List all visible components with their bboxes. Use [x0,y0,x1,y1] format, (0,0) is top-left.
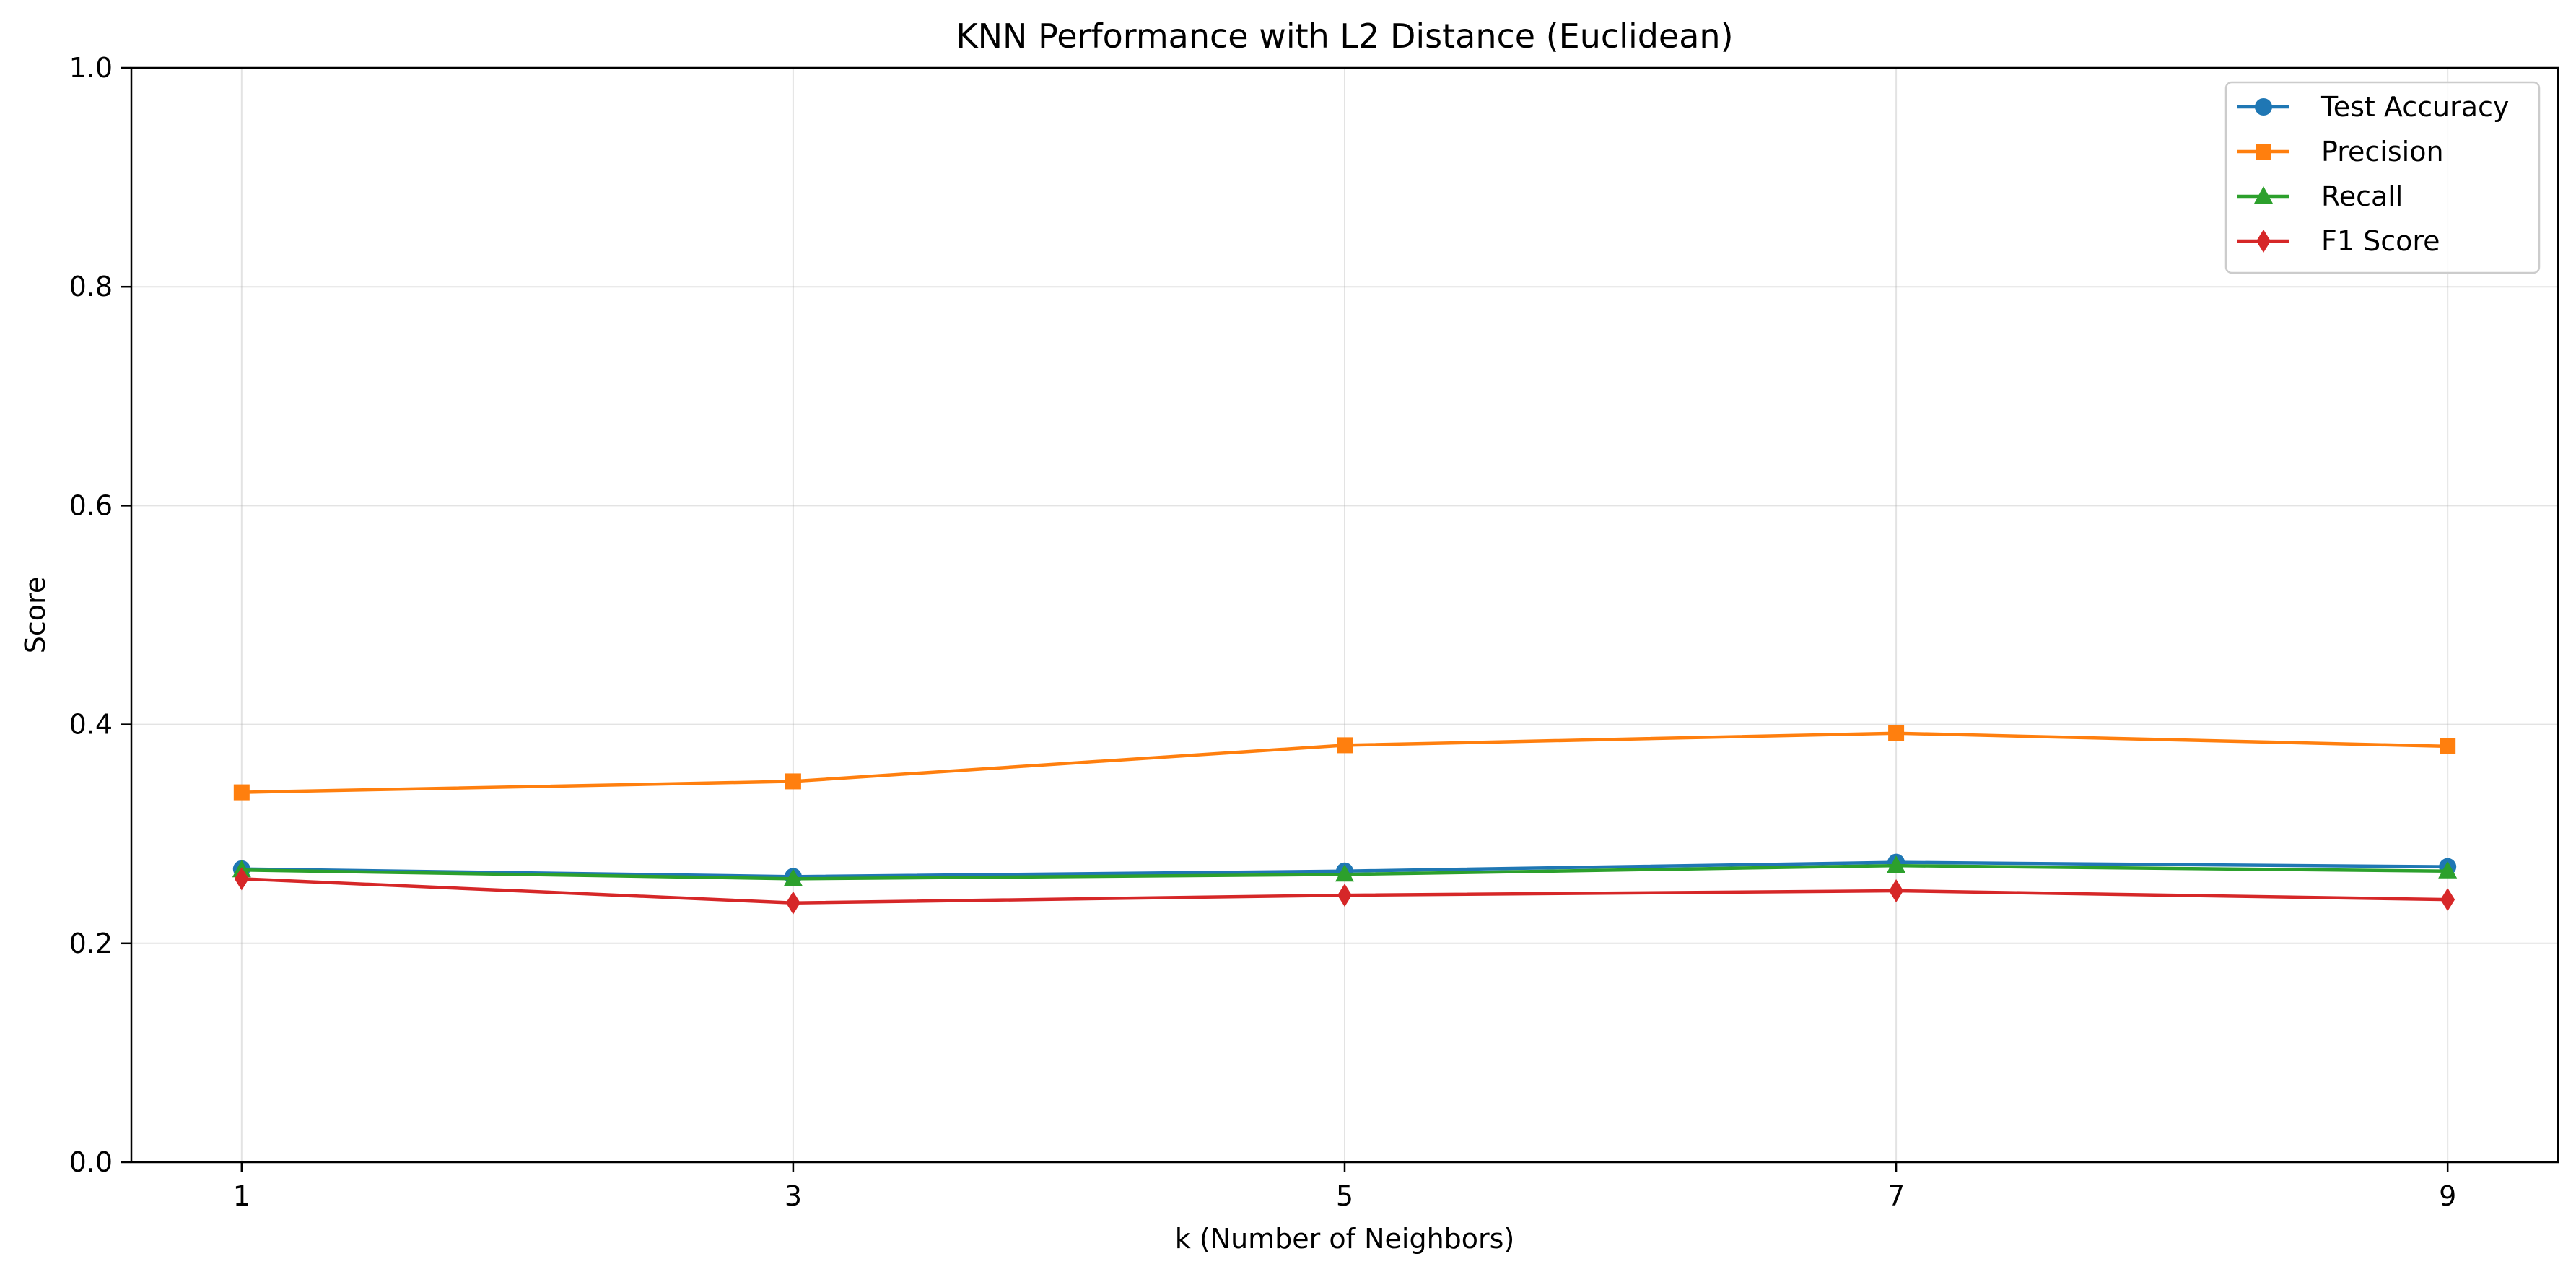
data-point-precision [233,784,250,801]
series-f1-score [234,867,2455,915]
x-tick-label: 5 [1336,1180,1353,1212]
x-tick-label: 1 [233,1180,250,1212]
x-axis-label: k (Number of Neighbors) [1175,1223,1515,1255]
y-tick-label: 0.4 [69,709,113,741]
data-point-precision [1337,737,1353,754]
legend-label-f1-score: F1 Score [2321,225,2440,257]
series-recall [232,855,2458,886]
y-axis-label: Score [19,577,51,653]
chart-title: KNN Performance with L2 Distance (Euclid… [956,17,1733,56]
data-point-recall [1335,864,1354,882]
legend: Test Accuracy Precision Recall F1 Score [2224,81,2541,274]
x-tick-label: 7 [1887,1180,1905,1212]
legend-label-recall: Recall [2321,180,2403,212]
x-tick-label: 3 [785,1180,802,1212]
legend-entry-precision: Precision [2237,136,2444,167]
y-tick-label: 0.2 [69,928,113,959]
legend-entry-f1-score: F1 Score [2237,225,2440,257]
data-point-f1-score [2440,888,2455,912]
legend-marker-test-accuracy [2255,98,2272,116]
legend-marker-f1-score [2256,230,2271,253]
data-point-precision [785,773,801,790]
data-point-f1-score [1337,884,1352,907]
data-point-f1-score [785,891,800,915]
data-point-precision [2440,738,2456,754]
data-point-recall [783,868,803,886]
series-layer [232,725,2458,915]
legend-entry-recall: Recall [2237,180,2403,212]
data-point-f1-score [234,867,249,891]
legend-box [2224,81,2541,274]
series-precision [233,725,2456,801]
legend-entry-test-accuracy: Test Accuracy [2237,91,2509,123]
y-tick-label: 1.0 [69,52,113,84]
y-tick-label: 0.0 [69,1146,113,1178]
data-point-recall [2438,860,2458,879]
data-point-precision [1888,725,1905,741]
grid-layer [131,67,2558,1163]
data-point-recall [1887,855,1906,873]
legend-label-precision: Precision [2321,136,2444,167]
y-tick-label: 0.8 [69,271,113,302]
data-point-f1-score [1889,879,1904,903]
legend-label-test-accuracy: Test Accuracy [2320,91,2509,123]
x-tick-label: 9 [2439,1180,2456,1212]
tick-layer: 1 3 5 7 9 0.0 0.2 0.4 0.6 0.8 1.0 [69,52,2457,1212]
legend-marker-recall [2254,186,2273,204]
y-tick-label: 0.6 [69,489,113,521]
legend-marker-precision [2256,144,2271,160]
